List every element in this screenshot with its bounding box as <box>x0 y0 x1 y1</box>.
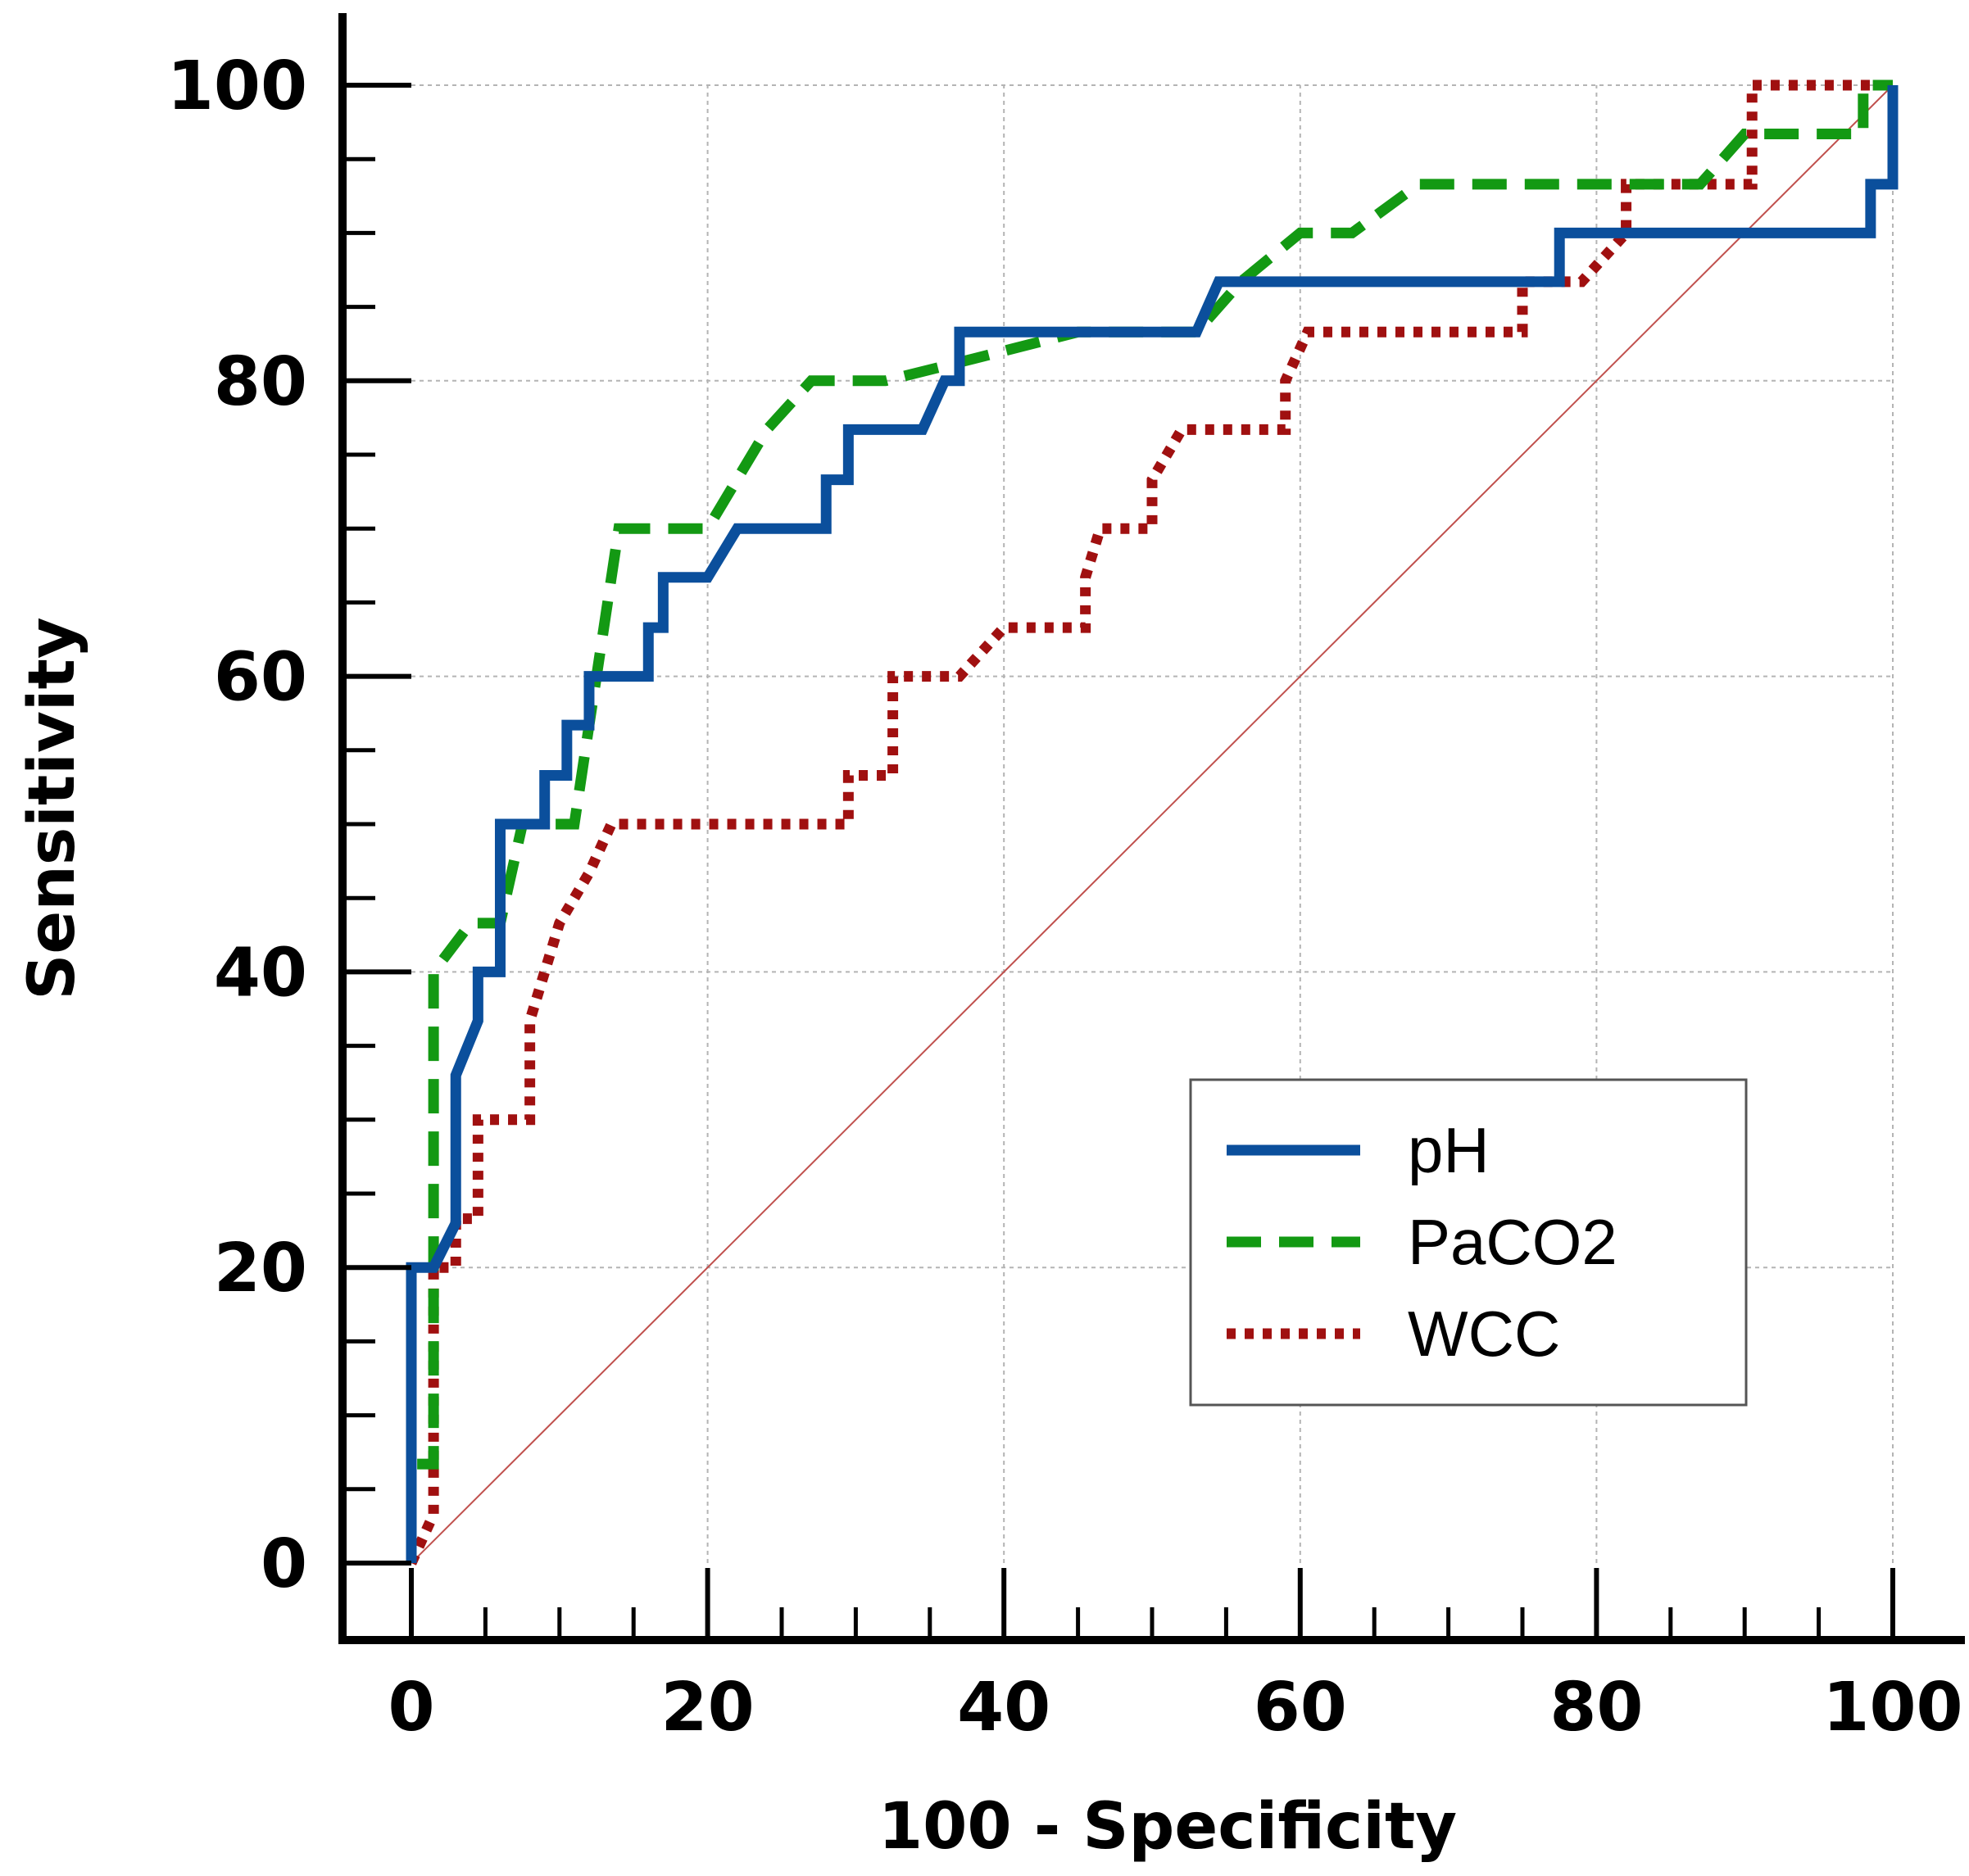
x-tick-label-60: 60 <box>1254 1669 1347 1747</box>
legend-label-paco2: PaCO2 <box>1408 1206 1617 1278</box>
legend: pH PaCO2 WCC <box>1189 1078 1748 1407</box>
legend-label-ph: pH <box>1408 1114 1490 1186</box>
axes <box>338 13 1965 1644</box>
tick-labels: 0 20 40 60 80 100 0 20 40 60 80 100 <box>167 48 1963 1747</box>
legend-label-wcc: WCC <box>1408 1298 1560 1370</box>
y-tick-label-80: 80 <box>214 343 307 421</box>
x-tick-label-80: 80 <box>1549 1669 1643 1747</box>
y-tick-label-20: 20 <box>214 1230 307 1307</box>
reference-diagonal-line <box>411 84 1894 1564</box>
x-tick-label-20: 20 <box>661 1669 755 1747</box>
y-tick-label-40: 40 <box>214 934 307 1012</box>
y-tick-label-60: 60 <box>214 639 307 717</box>
x-tick-label-100: 100 <box>1822 1669 1962 1747</box>
series-line-paco2 <box>406 79 1893 1563</box>
y-tick-label-100: 100 <box>167 48 307 125</box>
x-axis-title: 100 - Specificity <box>878 1790 1457 1864</box>
y-axis-title: Sensitivity <box>16 617 89 1000</box>
x-tick-label-0: 0 <box>388 1669 434 1747</box>
series-line-ph <box>406 85 1899 1563</box>
x-tick-label-40: 40 <box>957 1669 1050 1747</box>
y-tick-label-0: 0 <box>261 1525 307 1603</box>
series-lines <box>406 79 1899 1566</box>
